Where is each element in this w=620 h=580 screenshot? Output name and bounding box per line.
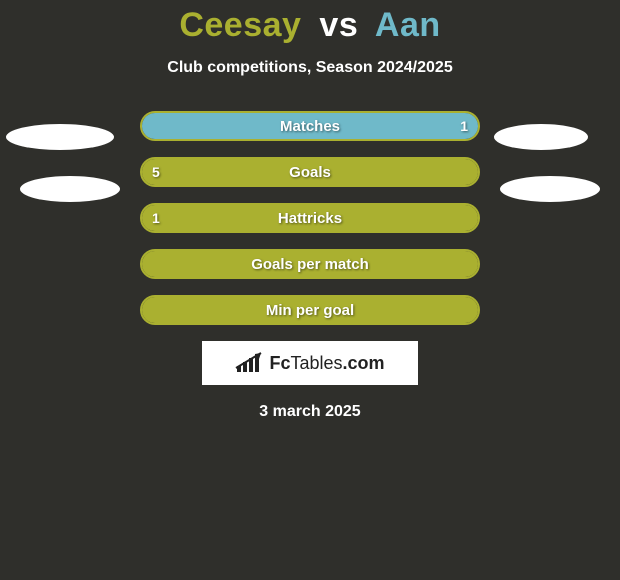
title-vs: vs bbox=[319, 6, 358, 44]
stat-value-left: 1 bbox=[142, 205, 170, 231]
stat-value-right bbox=[458, 251, 478, 277]
stat-bar: Hattricks1 bbox=[140, 203, 480, 233]
stat-value-left: 5 bbox=[142, 159, 170, 185]
chart-bars-icon bbox=[235, 352, 263, 374]
logo-text-bold: Fc bbox=[269, 353, 290, 373]
stat-bar: Matches1 bbox=[140, 111, 480, 141]
logo-text-suffix: .com bbox=[343, 353, 385, 373]
stat-value-left bbox=[142, 251, 162, 277]
placeholder-ellipse bbox=[500, 176, 600, 202]
title-player1: Ceesay bbox=[179, 6, 301, 44]
page-title: Ceesay vs Aan bbox=[0, 6, 620, 45]
placeholder-ellipse bbox=[494, 124, 588, 150]
stat-row: Min per goal bbox=[0, 295, 620, 325]
title-player2: Aan bbox=[375, 6, 441, 44]
stat-label: Matches bbox=[142, 113, 478, 139]
placeholder-ellipse bbox=[20, 176, 120, 202]
comparison-card: Ceesay vs Aan Club competitions, Season … bbox=[0, 0, 620, 580]
subtitle: Club competitions, Season 2024/2025 bbox=[0, 59, 620, 77]
stat-value-right bbox=[458, 205, 478, 231]
stat-label: Goals per match bbox=[142, 251, 478, 277]
logo-text-light: Tables bbox=[290, 353, 342, 373]
stat-label: Hattricks bbox=[142, 205, 478, 231]
placeholder-ellipse bbox=[6, 124, 114, 150]
logo-box: FcTables.com bbox=[202, 341, 418, 385]
stat-bar: Goals5 bbox=[140, 157, 480, 187]
stat-bar: Goals per match bbox=[140, 249, 480, 279]
stat-value-right bbox=[458, 159, 478, 185]
stat-row: Hattricks1 bbox=[0, 203, 620, 233]
stat-row: Goals per match bbox=[0, 249, 620, 279]
stat-label: Min per goal bbox=[142, 297, 478, 323]
stat-value-left bbox=[142, 297, 162, 323]
stat-value-right: 1 bbox=[450, 113, 478, 139]
stat-value-left bbox=[142, 113, 162, 139]
stat-value-right bbox=[458, 297, 478, 323]
stat-label: Goals bbox=[142, 159, 478, 185]
date-label: 3 march 2025 bbox=[0, 403, 620, 421]
stat-bar: Min per goal bbox=[140, 295, 480, 325]
logo-text: FcTables.com bbox=[269, 353, 384, 374]
